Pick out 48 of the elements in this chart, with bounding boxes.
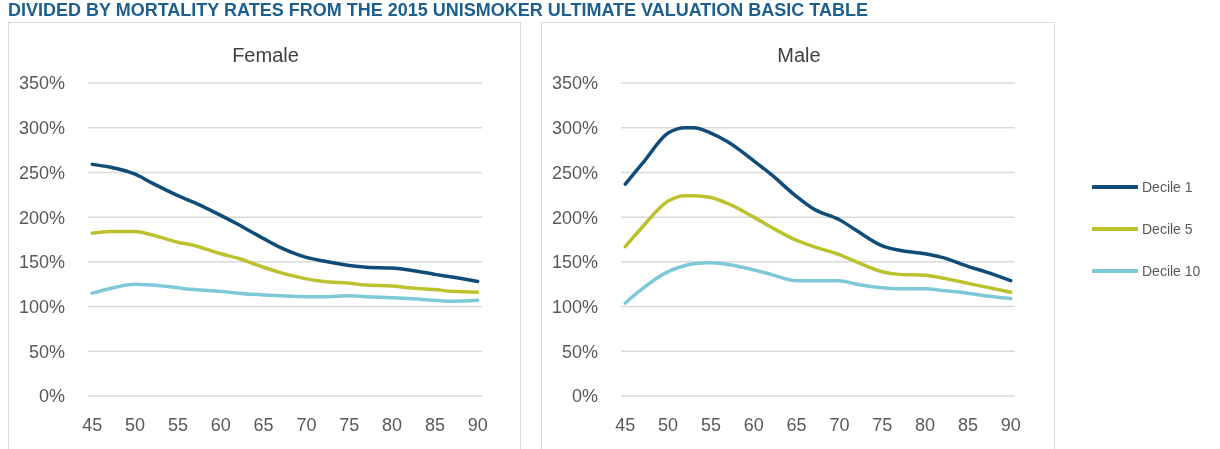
x-tick-label: 80 xyxy=(915,414,936,435)
x-tick-label: 60 xyxy=(743,414,764,435)
y-tick-label: 300% xyxy=(551,118,598,139)
x-tick-label: 50 xyxy=(125,414,146,435)
legend-label: Decile 1 xyxy=(1142,179,1193,195)
line-series xyxy=(623,193,1013,295)
x-tick-label: 55 xyxy=(167,414,188,435)
x-tick-label: 80 xyxy=(382,414,403,435)
y-tick-label: 150% xyxy=(18,252,65,273)
y-tick-label: 200% xyxy=(18,207,65,228)
y-tick-label: 350% xyxy=(18,73,65,94)
legend-label: Decile 10 xyxy=(1142,263,1201,279)
chart-title: Male xyxy=(776,43,822,67)
y-tick-label: 0% xyxy=(38,386,65,407)
x-tick-label: 85 xyxy=(957,414,978,435)
line-series xyxy=(623,261,1013,305)
x-tick-label: 75 xyxy=(872,414,893,435)
line-series xyxy=(90,282,480,303)
x-tick-label: 45 xyxy=(615,414,636,435)
y-tick-label: 50% xyxy=(561,341,598,362)
x-tick-label: 90 xyxy=(467,414,488,435)
x-tick-label: 85 xyxy=(424,414,445,435)
line-series xyxy=(90,229,480,295)
line-series xyxy=(90,162,480,284)
x-tick-label: 50 xyxy=(658,414,679,435)
y-tick-label: 50% xyxy=(28,341,65,362)
y-tick-label: 350% xyxy=(551,73,598,94)
legend-label: Decile 5 xyxy=(1142,221,1193,237)
y-tick-label: 300% xyxy=(18,118,65,139)
x-tick-label: 90 xyxy=(1000,414,1021,435)
y-tick-label: 150% xyxy=(551,252,598,273)
x-tick-label: 45 xyxy=(82,414,103,435)
line-series xyxy=(623,125,1013,283)
y-tick-label: 100% xyxy=(18,296,65,317)
x-tick-label: 70 xyxy=(829,414,850,435)
y-tick-label: 250% xyxy=(18,162,65,183)
x-tick-label: 65 xyxy=(253,414,274,435)
y-tick-label: 200% xyxy=(551,207,598,228)
x-tick-label: 65 xyxy=(786,414,807,435)
x-tick-label: 70 xyxy=(296,414,317,435)
x-tick-label: 60 xyxy=(210,414,231,435)
x-tick-label: 75 xyxy=(339,414,360,435)
y-tick-label: 250% xyxy=(551,162,598,183)
y-tick-label: 100% xyxy=(551,296,598,317)
text: DIVIDED BY MORTALITY RATES FROM THE 2015 UNISMOKER ULTIMATE VALUATION BASIC TABLE xyxy=(8,0,869,20)
y-tick-label: 0% xyxy=(571,386,598,407)
chart-title: Female xyxy=(231,43,300,67)
x-tick-label: 55 xyxy=(700,414,721,435)
